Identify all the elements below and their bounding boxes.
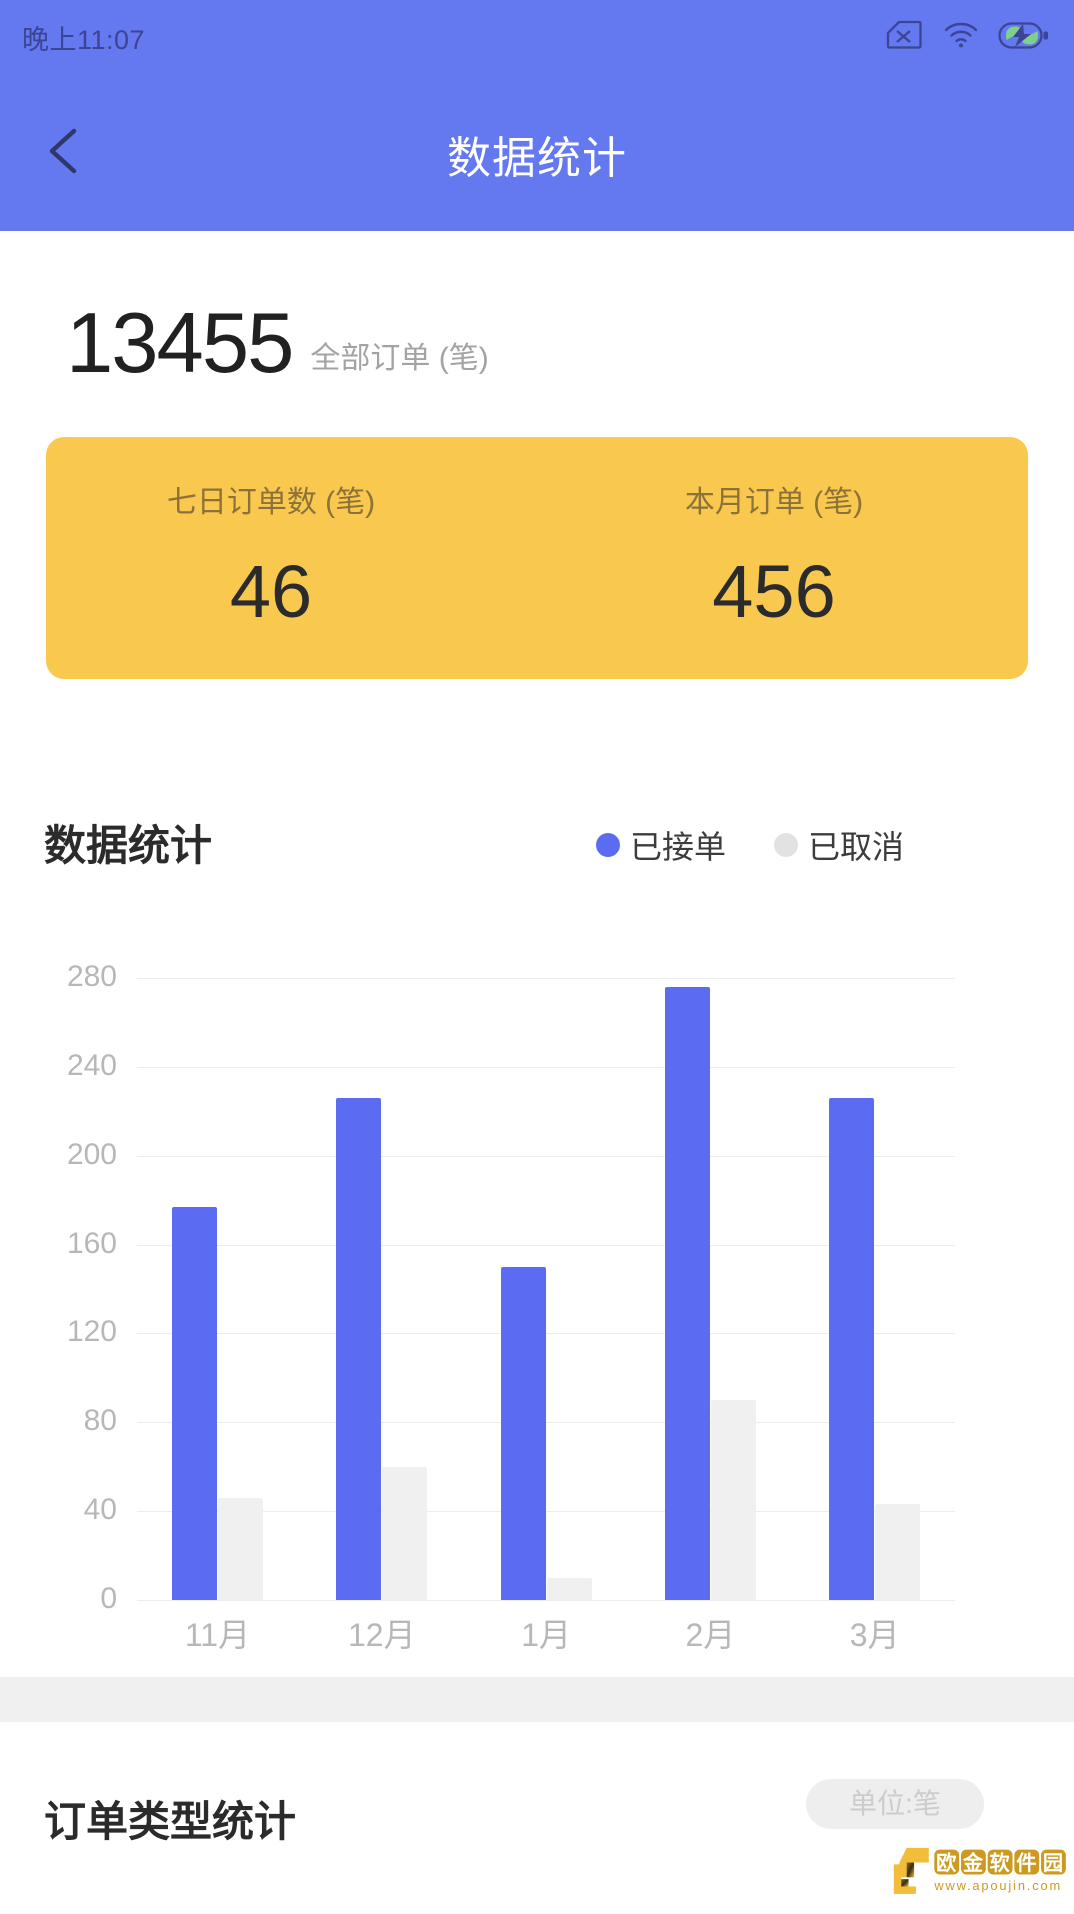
svg-text:www.apoujin.com: www.apoujin.com	[933, 1878, 1062, 1893]
svg-text:金: 金	[962, 1851, 984, 1875]
svg-text:欧: 欧	[936, 1851, 957, 1875]
svg-text:软: 软	[990, 1851, 1011, 1875]
svg-text:园: 园	[1043, 1853, 1063, 1875]
svg-text:件: 件	[1016, 1851, 1036, 1875]
